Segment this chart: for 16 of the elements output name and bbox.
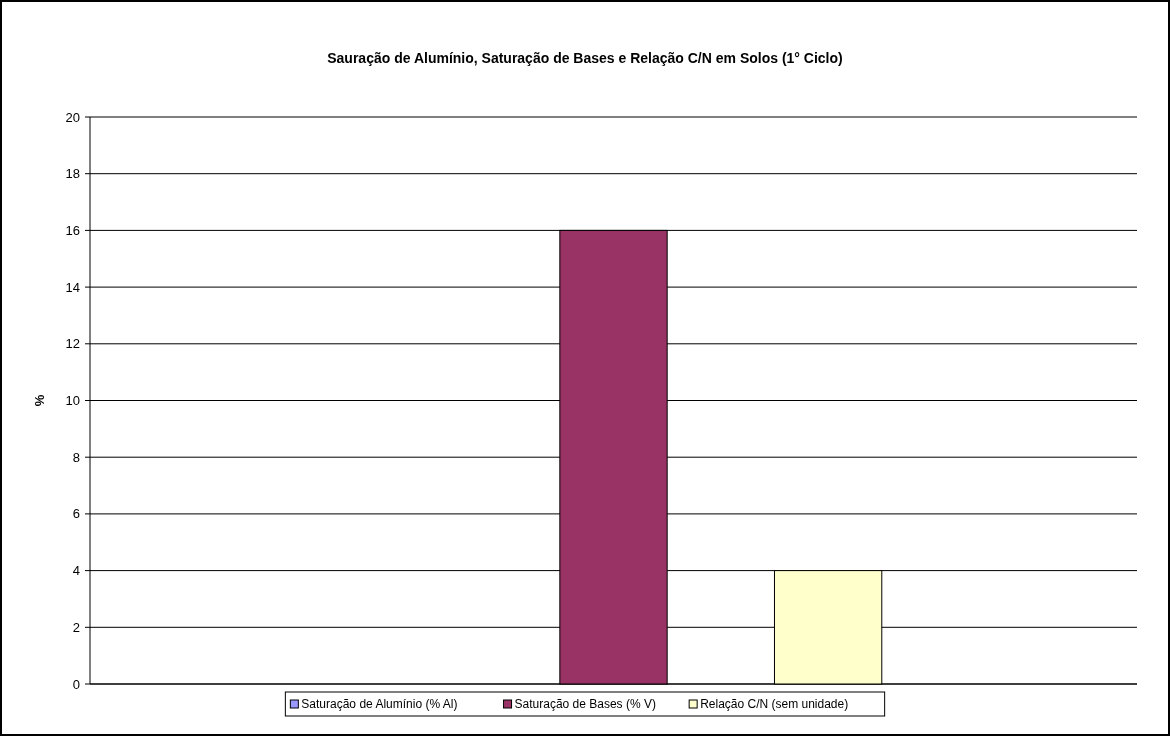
chart-title: Sauração de Alumínio, Saturação de Bases e Relação C/N em Solos (1° Ciclo) bbox=[327, 50, 843, 66]
y-tick-label: 18 bbox=[65, 166, 80, 182]
y-axis-title: % bbox=[32, 394, 47, 407]
y-tick-label: 14 bbox=[65, 279, 80, 295]
y-tick-label: 2 bbox=[72, 619, 80, 635]
legend-label: Relação C/N (sem unidade) bbox=[700, 697, 849, 712]
y-tick-label: 0 bbox=[72, 676, 80, 692]
y-tick-label: 8 bbox=[72, 449, 80, 465]
y-tick-label: 6 bbox=[72, 506, 80, 522]
y-tick-label: 12 bbox=[65, 336, 80, 352]
legend-label: Saturação de Alumínio (% Al) bbox=[301, 697, 458, 712]
y-tick-label: 20 bbox=[65, 109, 80, 125]
legend-label: Saturação de Bases (% V) bbox=[514, 697, 656, 712]
y-tick-label: 10 bbox=[65, 393, 80, 409]
y-tick-label: 16 bbox=[65, 222, 80, 238]
y-tick-label: 4 bbox=[72, 563, 80, 579]
